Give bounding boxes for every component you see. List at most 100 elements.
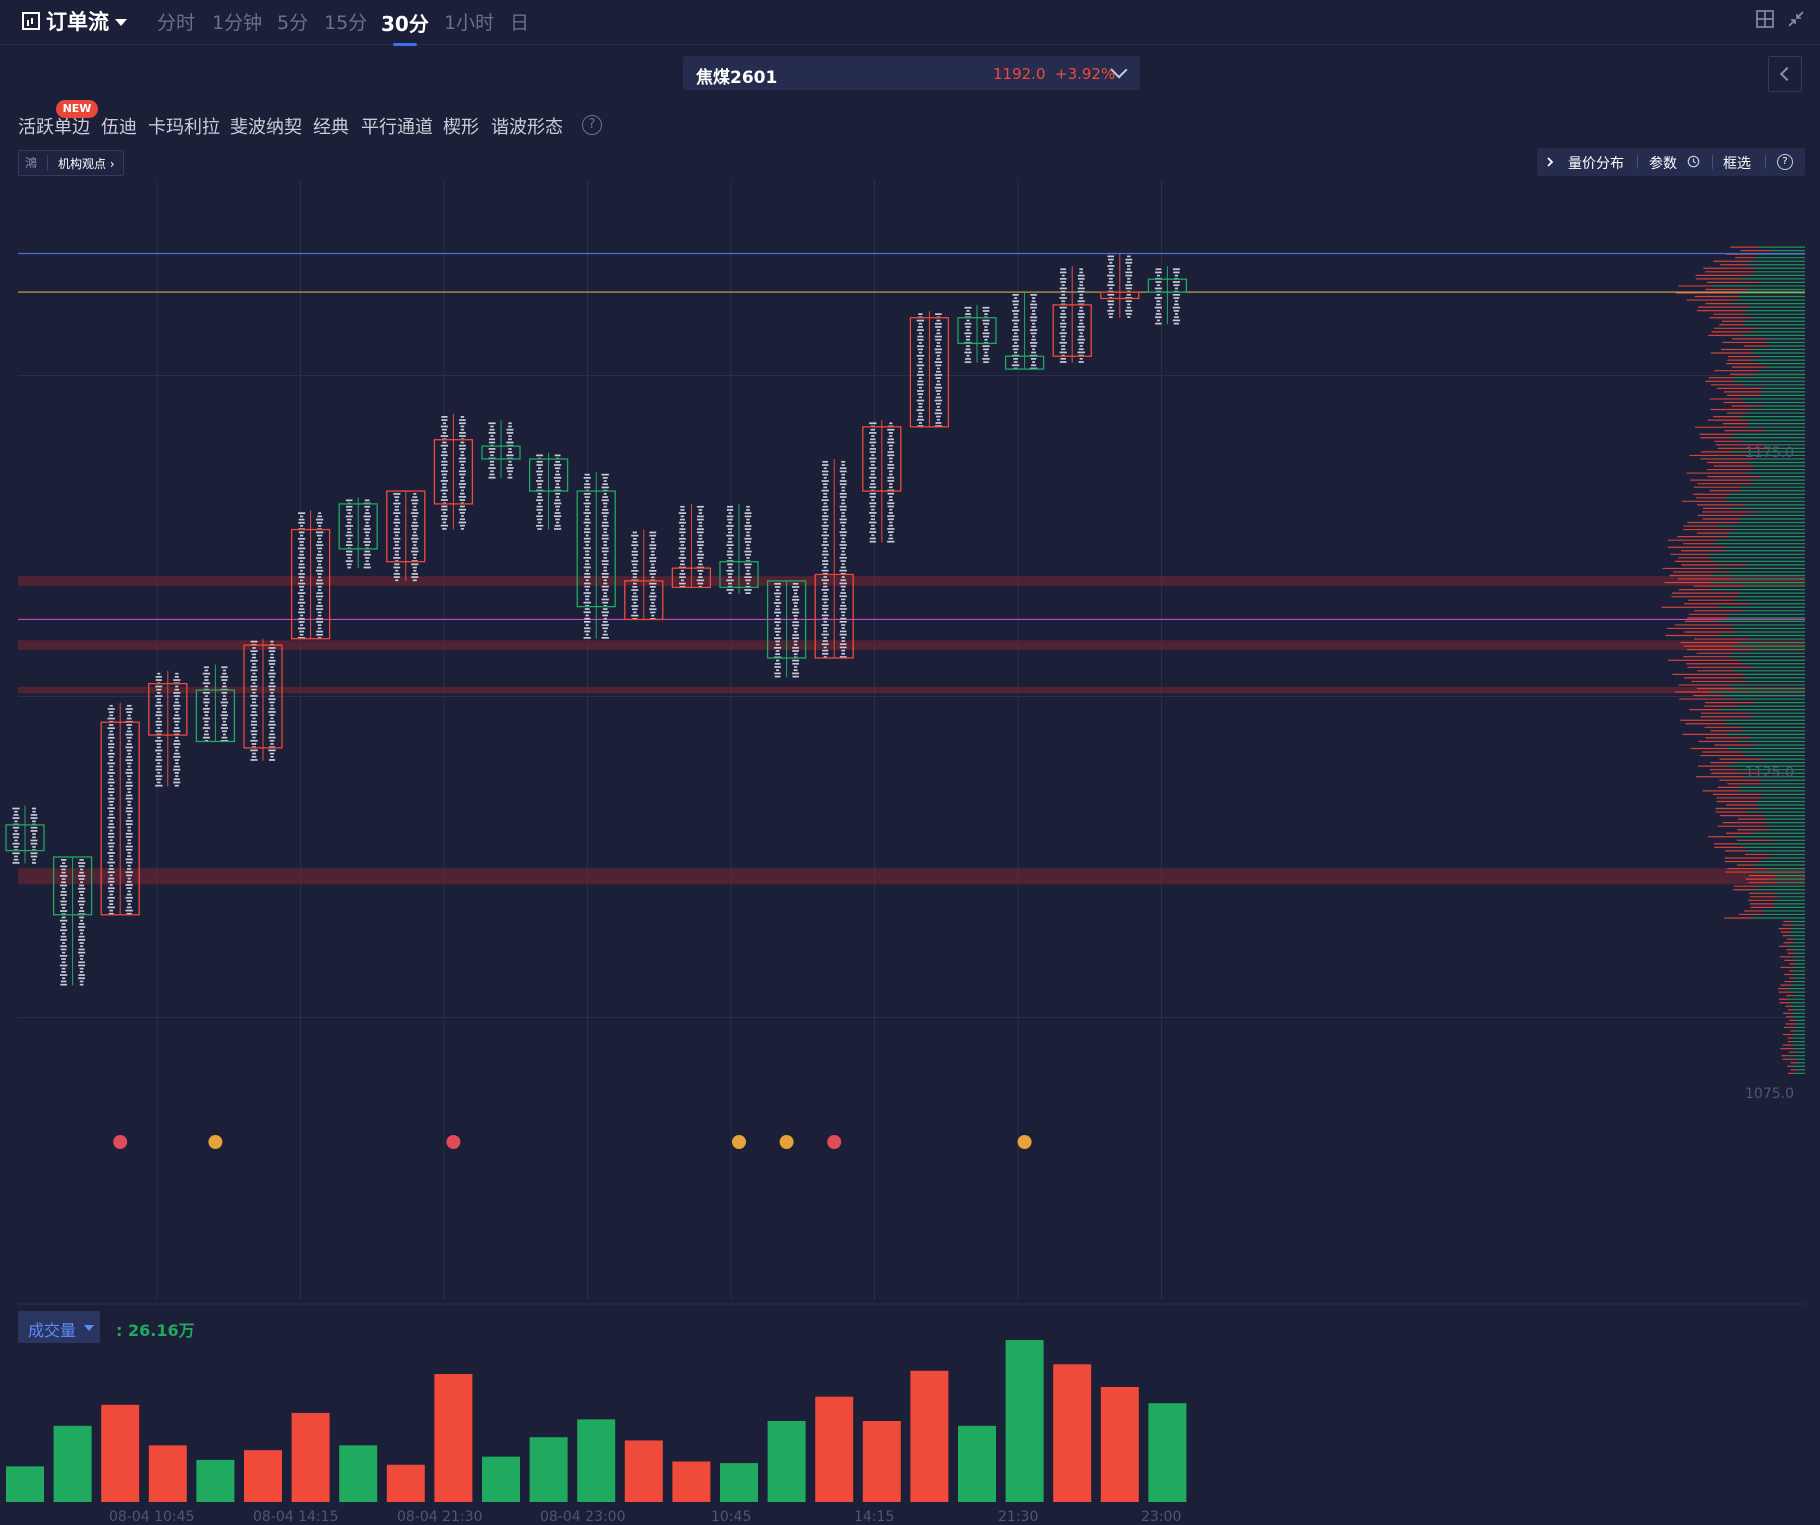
collapse-panel-button[interactable] <box>1768 56 1802 92</box>
footprint-cell-ask <box>792 646 799 649</box>
tool-classic[interactable]: 经典 <box>313 117 349 138</box>
footprint-cell-ask <box>458 521 467 524</box>
footprint-cell-bid <box>346 563 352 566</box>
help-icon[interactable]: ? <box>1777 154 1793 170</box>
period-tab-15min[interactable]: 15分 <box>324 12 368 34</box>
period-tab-timeshare[interactable]: 分时 <box>157 12 196 34</box>
footprint-cell-ask <box>174 701 180 704</box>
footprint-cell-ask <box>77 862 86 864</box>
period-tab-1hour[interactable]: 1小时 <box>444 12 495 34</box>
period-tab-day[interactable]: 日 <box>510 12 530 34</box>
tool-woodie[interactable]: 伍迪 <box>101 117 137 138</box>
tool-active-unilateral[interactable]: 活跃单边 <box>18 117 90 138</box>
footprint-cell-bid <box>108 890 114 893</box>
footprint-cell-bid <box>204 679 209 681</box>
tool-camarilla[interactable]: 卡玛利拉 <box>148 117 220 138</box>
time-axis-label: 14:15 <box>854 1509 894 1525</box>
symbol-selector[interactable]: 焦煤2601 1192.0 +3.92% <box>683 56 1140 90</box>
footprint-cell-ask <box>412 534 418 537</box>
tool-wedge[interactable]: 楔形 <box>443 117 479 138</box>
frame-select-button[interactable]: 框选 <box>1723 156 1751 172</box>
footprint-cell-ask <box>127 791 131 794</box>
footprint-cell-ask <box>602 477 608 479</box>
tool-harmonic-pattern[interactable]: 谐波形态 <box>491 117 563 138</box>
footprint-cell-ask <box>841 537 845 540</box>
footprint-cell-ask <box>744 541 752 543</box>
footprint-cell-bid <box>251 743 257 745</box>
footprint-cell-ask <box>125 845 133 848</box>
footprint-cell-bid <box>299 598 304 601</box>
footprint-cell-ask <box>364 531 370 534</box>
footprint-cell-bid <box>204 720 209 723</box>
footprint-cell-ask <box>602 576 609 578</box>
footprint-cell-ask <box>173 717 181 720</box>
footprint-cell-ask <box>78 891 85 893</box>
footprint-cell-bid <box>1013 326 1019 328</box>
period-tab-5min[interactable]: 5分 <box>277 12 309 34</box>
footprint-cell-ask <box>1127 265 1131 267</box>
orderflow-chart[interactable]: 1175.0 1125.0 1075.0 08-04 10:45 08-04 1… <box>0 150 1820 1525</box>
chevron-right-icon[interactable] <box>1545 156 1555 168</box>
footprint-cell-ask <box>887 502 895 505</box>
footprint-cell-bid <box>1108 316 1113 319</box>
footprint-cell-ask <box>839 620 847 623</box>
footprint-cell-ask <box>840 630 847 633</box>
footprint-cell-ask <box>127 788 132 790</box>
footprint-cell-ask <box>458 444 466 447</box>
volume-bar <box>6 1466 44 1502</box>
footprint-cell-ask <box>649 608 657 611</box>
imbalance-zone <box>18 686 1805 694</box>
footprint-cell-bid <box>1107 303 1114 306</box>
help-icon[interactable]: ? <box>582 115 602 135</box>
footprint-cell-ask <box>507 438 513 441</box>
footprint-cell-bid <box>633 547 637 550</box>
footprint-cell-bid <box>298 608 305 611</box>
footprint-cell-bid <box>726 579 734 582</box>
params-button[interactable]: 参数 <box>1649 156 1677 172</box>
footprint-cell-ask <box>364 557 370 559</box>
footprint-cell-bid <box>155 685 163 688</box>
footprint-cell-ask <box>79 983 84 986</box>
footprint-cell-ask <box>270 717 274 720</box>
indicator-dropdown[interactable]: 成交量 <box>18 1311 100 1343</box>
footprint-cell-ask <box>126 781 133 784</box>
footprint-cell-ask <box>887 528 895 530</box>
footprint-cell-ask <box>793 618 798 620</box>
layout-grid-icon[interactable] <box>1755 9 1775 29</box>
footprint-cell-ask <box>174 727 180 729</box>
footprint-cell-ask <box>602 521 609 524</box>
footprint-cell-ask <box>697 544 704 546</box>
footprint-cell-bid <box>12 862 20 864</box>
footprint-cell-ask <box>1032 335 1036 338</box>
collapse-arrows-icon[interactable] <box>1786 9 1806 29</box>
footprint-cell-bid <box>918 332 922 335</box>
footprint-cell-ask <box>1125 300 1132 303</box>
footprint-cell-ask <box>127 903 131 906</box>
footprint-cell-bid <box>109 839 113 842</box>
footprint-cell-bid <box>394 553 399 556</box>
footprint-cell-bid <box>251 675 257 678</box>
period-tab-1min[interactable]: 1分钟 <box>212 12 263 34</box>
footprint-cell-bid <box>583 566 591 569</box>
footprint-cell-ask <box>840 592 847 594</box>
footprint-cell-ask <box>888 457 893 460</box>
footprint-cell-ask <box>506 454 514 457</box>
footprint-cell-bid <box>918 313 923 315</box>
footprint-cell-bid <box>109 874 113 877</box>
period-tab-30min[interactable]: 30分 <box>381 8 429 46</box>
volume-profile-toggle[interactable]: 量价分布 <box>1568 156 1624 172</box>
chart-type-dropdown[interactable]: 订单流 <box>22 6 127 36</box>
tool-parallel-channel[interactable]: 平行通道 <box>361 117 433 138</box>
footprint-cell-bid <box>395 579 399 582</box>
footprint-cell-bid <box>1013 313 1018 315</box>
tool-fibonacci[interactable]: 斐波纳契 <box>230 117 302 138</box>
footprint-cell-ask <box>79 903 85 906</box>
footprint-cell-ask <box>698 547 703 550</box>
footprint-cell-bid <box>631 553 638 556</box>
institution-view-button[interactable]: 鴻 机构观点 › <box>18 150 124 176</box>
footprint-cell-ask <box>220 714 229 717</box>
footprint-cell-ask <box>651 601 655 604</box>
footprint-cell-bid <box>1060 348 1066 351</box>
footprint-cell-ask <box>508 460 512 463</box>
footprint-cell-bid <box>822 550 828 553</box>
